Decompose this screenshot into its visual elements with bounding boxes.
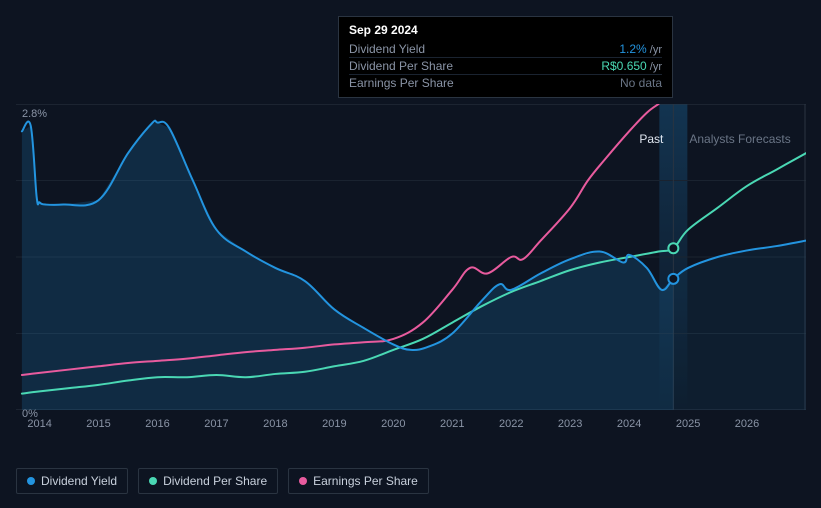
tooltip-row-value: R$0.650 bbox=[601, 59, 646, 73]
legend-item[interactable]: Earnings Per Share bbox=[288, 468, 429, 494]
x-axis-label: 2022 bbox=[499, 418, 523, 430]
legend-item[interactable]: Dividend Per Share bbox=[138, 468, 278, 494]
x-axis-label: 2015 bbox=[86, 418, 110, 430]
x-axis-label: 2017 bbox=[204, 418, 228, 430]
forecast-label: Analysts Forecasts bbox=[689, 132, 790, 146]
tooltip-row-label: Earnings Per Share bbox=[349, 76, 454, 90]
tooltip-row-value: 1.2% bbox=[619, 42, 646, 56]
x-axis-label: 2014 bbox=[27, 418, 51, 430]
tooltip-row-suffix: /yr bbox=[647, 44, 662, 56]
x-axis-label: 2016 bbox=[145, 418, 169, 430]
legend-item[interactable]: Dividend Yield bbox=[16, 468, 128, 494]
legend-dot-icon bbox=[299, 477, 307, 485]
x-axis-label: 2021 bbox=[440, 418, 464, 430]
tooltip-row-value: No data bbox=[620, 76, 662, 90]
legend-label: Dividend Per Share bbox=[163, 474, 267, 488]
past-label: Past bbox=[639, 132, 663, 146]
x-axis-label: 2019 bbox=[322, 418, 346, 430]
y-axis-label: 2.8% bbox=[22, 108, 47, 120]
tooltip-date: Sep 29 2024 bbox=[349, 23, 662, 41]
tooltip-row: Earnings Per Share No data bbox=[349, 75, 662, 91]
legend-label: Dividend Yield bbox=[41, 474, 117, 488]
tooltip-row: Dividend Per Share R$0.650 /yr bbox=[349, 58, 662, 75]
chart-area bbox=[16, 104, 806, 410]
dividend-yield-marker bbox=[668, 274, 678, 284]
tooltip-row-label: Dividend Per Share bbox=[349, 59, 453, 73]
legend: Dividend Yield Dividend Per Share Earnings… bbox=[16, 468, 429, 494]
x-axis-label: 2023 bbox=[558, 418, 582, 430]
x-axis-label: 2020 bbox=[381, 418, 405, 430]
legend-dot-icon bbox=[27, 477, 35, 485]
legend-dot-icon bbox=[149, 477, 157, 485]
x-axis-label: 2026 bbox=[735, 418, 759, 430]
x-axis-label: 2018 bbox=[263, 418, 287, 430]
tooltip-row: Dividend Yield 1.2% /yr bbox=[349, 41, 662, 58]
dividend-per-share-marker bbox=[668, 243, 678, 253]
x-axis-label: 2025 bbox=[676, 418, 700, 430]
tooltip-row-label: Dividend Yield bbox=[349, 42, 425, 56]
legend-label: Earnings Per Share bbox=[313, 474, 418, 488]
x-axis-label: 2024 bbox=[617, 418, 641, 430]
chart-tooltip: Sep 29 2024 Dividend Yield1.2% /yrDivide… bbox=[338, 16, 673, 98]
tooltip-row-suffix: /yr bbox=[647, 61, 662, 73]
chart-svg bbox=[16, 104, 806, 410]
